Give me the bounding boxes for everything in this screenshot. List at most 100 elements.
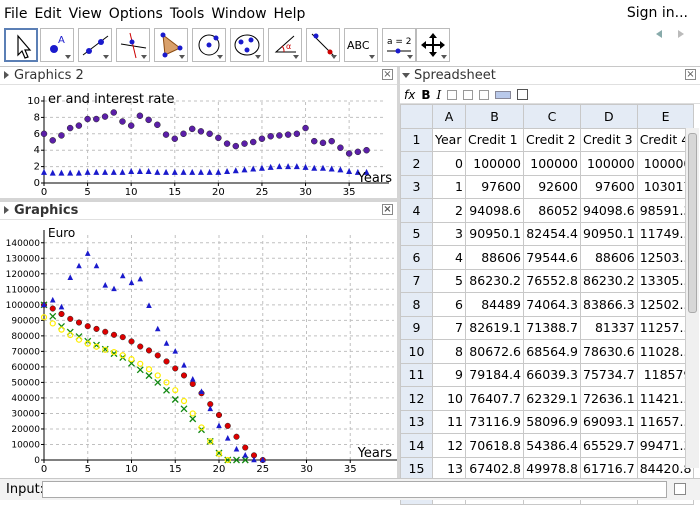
text-tool-button[interactable]: ABC [344,28,378,62]
table-cell[interactable]: 11028... [636,339,695,364]
table-cell[interactable]: 100000 [465,151,524,176]
table-cell[interactable]: 92600 [523,174,581,199]
table-cell[interactable]: 76552.8 [523,268,581,293]
table-cell[interactable]: 0 [432,151,466,176]
column-header[interactable]: D [580,104,638,129]
menu-tools[interactable]: Tools [169,5,205,22]
table-cell[interactable]: 6 [432,292,466,317]
panel-divider-vertical[interactable] [397,67,400,478]
slider-tool-button[interactable]: a = 2 [382,28,416,62]
table-cell[interactable]: 118579 [636,362,695,387]
table-cell[interactable]: 98591.3 [636,198,695,223]
polygon-tool-button[interactable] [154,28,188,62]
menu-help[interactable]: Help [273,5,306,22]
table-cell[interactable]: 11257... [636,315,695,340]
row-header[interactable]: 10 [400,339,433,364]
row-header[interactable]: 8 [400,292,433,317]
row-header[interactable]: 9 [400,315,433,340]
table-cell[interactable]: 90950.1 [580,221,638,246]
fx-button[interactable]: fx [404,87,416,102]
column-header[interactable]: A [432,104,466,129]
table-cell[interactable]: 54386.4 [523,433,581,458]
menu-file[interactable]: File [4,5,28,22]
table-cell[interactable]: 58096.9 [523,409,581,434]
table-cell[interactable]: 66039.3 [523,362,581,387]
table-cell[interactable]: 75734.7 [580,362,638,387]
table-cell[interactable]: 11657... [636,409,695,434]
table-cell[interactable]: 1 [432,174,466,199]
table-cell[interactable]: 81337 [580,315,638,340]
table-cell[interactable]: 68564.9 [523,339,581,364]
menu-view[interactable]: View [68,5,102,22]
table-cell[interactable]: 90950.1 [465,221,524,246]
table-cell[interactable]: 9 [432,362,466,387]
graphics2-chart[interactable]: 0 5 10 15 20 25 30 35 0 2 4 6 8 10 er and interest rat… [0,85,397,198]
table-cell[interactable]: 99471.3 [636,433,695,458]
table-cell[interactable]: 2 [432,198,466,223]
align-left-icon[interactable] [447,89,458,100]
table-cell[interactable]: 70618.8 [465,433,524,458]
table-cell[interactable]: 71388.7 [523,315,581,340]
row-header[interactable]: 12 [400,386,433,411]
collapse-arrow-icon[interactable] [4,206,9,214]
table-cell[interactable]: 100000 [580,151,638,176]
table-cell[interactable]: 5 [432,268,466,293]
table-cell[interactable]: 97600 [465,174,524,199]
reflect-tool-button[interactable] [306,28,340,62]
table-cell[interactable]: 79184.4 [465,362,524,387]
point-tool-button[interactable]: A [40,28,74,62]
table-cell[interactable]: 4 [432,245,466,270]
sign-in-link[interactable]: Sign in... [626,5,688,21]
table-cell[interactable]: 62329.1 [523,386,581,411]
table-cell[interactable]: Credit 1 [465,127,524,152]
table-cell[interactable]: 11749... [636,221,695,246]
table-cell[interactable]: 100000 [523,151,581,176]
row-header[interactable]: 2 [400,151,433,176]
table-cell[interactable]: 94098.6 [465,198,524,223]
row-header[interactable]: 14 [400,433,433,458]
row-header[interactable]: 7 [400,268,433,293]
scrollbar-thumb[interactable] [688,133,697,313]
row-header[interactable]: 11 [400,362,433,387]
graphics-chart[interactable]: 0 5 10 15 20 25 30 35 0 10000 20000 30000 40000 50000… [0,220,397,478]
panel-divider-horizontal[interactable] [0,198,397,202]
perpendicular-line-tool-button[interactable] [116,28,150,62]
move-graphics-view-tool-button[interactable] [416,28,450,62]
table-cell[interactable]: 82454.4 [523,221,581,246]
undo-redo-icon[interactable] [650,28,690,40]
input-help-icon[interactable] [674,483,686,495]
table-cell[interactable]: Credit 3 [580,127,638,152]
menu-window[interactable]: Window [211,5,267,22]
table-cell[interactable]: 86052 [523,198,581,223]
column-header[interactable]: C [523,104,581,129]
table-cell[interactable]: 12502... [636,292,695,317]
table-cell[interactable]: 82619.1 [465,315,524,340]
border-icon[interactable] [517,89,529,100]
circle-tool-button[interactable] [192,28,226,62]
table-cell[interactable]: Credit 2 [523,127,581,152]
corner-cell[interactable] [400,104,433,129]
table-cell[interactable]: 79544.6 [523,245,581,270]
table-cell[interactable]: 49978.8 [523,456,581,481]
row-header[interactable]: 13 [400,409,433,434]
move-tool-button[interactable] [4,28,38,62]
row-header[interactable]: 4 [400,198,433,223]
table-cell[interactable]: Year [432,127,466,152]
table-cell[interactable]: 13 [432,456,466,481]
close-icon[interactable]: × [382,204,393,215]
table-cell[interactable]: 72636.1 [580,386,638,411]
circle-three-points-tool-button[interactable] [230,28,264,62]
table-cell[interactable]: 65529.7 [580,433,638,458]
table-cell[interactable]: 84489 [465,292,524,317]
table-cell[interactable]: 3 [432,221,466,246]
table-cell[interactable]: 74064.3 [523,292,581,317]
row-header[interactable]: 15 [400,456,433,481]
table-cell[interactable]: 100000 [636,151,695,176]
row-header[interactable]: 3 [400,174,433,199]
table-cell[interactable]: 97600 [580,174,638,199]
table-cell[interactable]: 86230.2 [465,268,524,293]
close-icon[interactable]: × [685,69,696,80]
table-cell[interactable]: 78630.6 [580,339,638,364]
align-center-icon[interactable] [463,89,474,100]
table-cell[interactable]: 10 [432,386,466,411]
